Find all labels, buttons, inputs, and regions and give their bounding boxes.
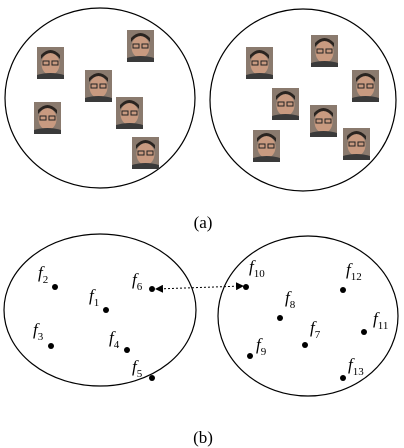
face <box>246 47 273 79</box>
label-index: 8 <box>290 299 296 311</box>
label-index: 10 <box>254 268 266 280</box>
label-index: 6 <box>137 281 143 293</box>
feature-point <box>340 287 346 293</box>
label-index: 5 <box>137 368 143 380</box>
feature-point <box>124 347 130 353</box>
face-skin <box>42 53 60 75</box>
label-index: 7 <box>315 329 321 341</box>
feature-point <box>149 375 155 381</box>
feature-label: f4 <box>109 328 120 351</box>
label-index: 3 <box>38 331 44 343</box>
feature-label: f2 <box>38 263 48 286</box>
face-skin <box>316 41 334 63</box>
face <box>127 30 154 62</box>
feature-label: f7 <box>310 318 321 341</box>
face <box>272 88 299 120</box>
feature-point <box>243 284 249 290</box>
link-arrow <box>156 286 243 289</box>
feature-label: f11 <box>373 309 388 332</box>
label-index: 11 <box>378 320 389 332</box>
feature-label: f8 <box>285 288 296 311</box>
label-index: 1 <box>94 297 100 309</box>
face <box>132 137 159 169</box>
face <box>352 70 379 102</box>
face-skin <box>90 76 108 98</box>
face-skin <box>137 143 155 165</box>
feature-point <box>103 307 109 313</box>
feature-label: f3 <box>33 320 44 343</box>
face <box>37 47 64 79</box>
face <box>34 102 61 134</box>
feature-label: f10 <box>249 257 265 280</box>
caption: (b) <box>193 428 213 447</box>
feature-point <box>247 353 253 359</box>
face-skin <box>121 103 139 125</box>
label-index: 2 <box>43 274 49 286</box>
face-skin <box>132 36 150 58</box>
diagram: (a) (b) f1 f2 f3 f4 f5 f6 f7 f8 f9 f10 f11 f12 f13 <box>0 0 404 448</box>
face <box>253 130 280 162</box>
nodes: f1 f2 f3 f4 f5 f6 f7 f8 f9 f10 f11 f12 f13 <box>33 257 388 381</box>
feature-point <box>277 315 283 321</box>
face-skin <box>277 94 295 116</box>
face <box>85 70 112 102</box>
feature-label: f9 <box>256 335 267 358</box>
face-skin <box>315 111 333 133</box>
faces <box>34 30 379 169</box>
feature-ellipse <box>218 236 398 396</box>
feature-label: f13 <box>348 355 364 378</box>
label-index: 12 <box>351 271 362 283</box>
feature-point <box>340 375 346 381</box>
feature-ellipse <box>4 234 196 386</box>
label-index: 13 <box>353 366 365 378</box>
label-index: 9 <box>261 346 267 358</box>
feature-point <box>361 329 367 335</box>
feature-point <box>48 343 54 349</box>
feature-point <box>302 342 308 348</box>
face <box>116 97 143 129</box>
face <box>343 128 370 160</box>
face-skin <box>39 108 57 130</box>
feature-label: f12 <box>346 260 362 283</box>
label-index: 4 <box>114 339 120 351</box>
feature-point <box>52 284 58 290</box>
face-skin <box>251 53 269 75</box>
caption: (a) <box>194 213 213 232</box>
feature-point <box>149 286 155 292</box>
face <box>310 105 337 137</box>
face-skin <box>357 76 375 98</box>
feature-label: f1 <box>89 286 99 309</box>
feature-label: f5 <box>132 357 143 380</box>
face-skin <box>348 134 366 156</box>
face <box>311 35 338 67</box>
feature-label: f6 <box>132 270 143 293</box>
face-skin <box>258 136 276 158</box>
